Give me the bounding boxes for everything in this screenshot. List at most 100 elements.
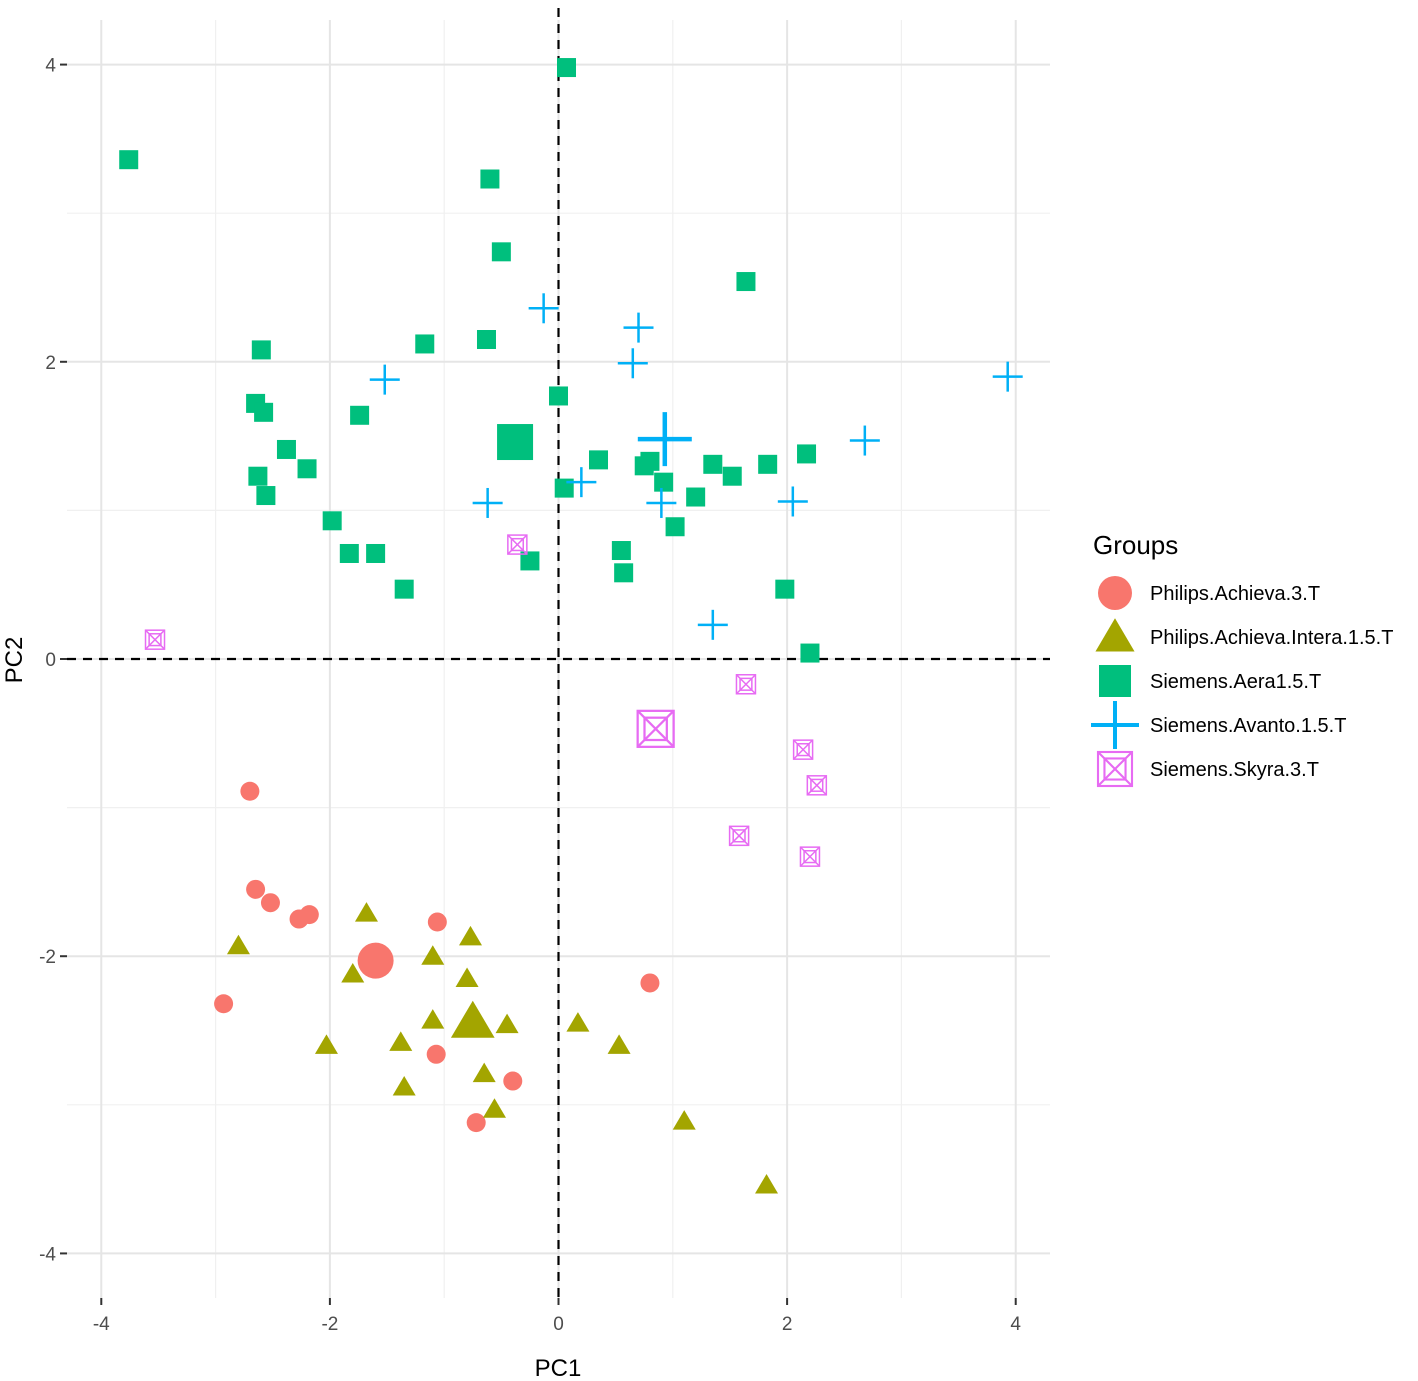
square-mark [251,340,271,360]
data-point [276,439,296,459]
square-cross-outer [799,846,821,867]
square-mark [654,472,674,492]
data-point [736,272,756,292]
data-point [686,487,706,507]
circle-mark [503,1071,523,1091]
circle-mark [260,893,280,913]
square-mark [248,466,268,486]
x-tick-label: 0 [553,1314,564,1335]
legend-label: Siemens.Avanto.1.5.T [1150,715,1346,737]
square-mark [665,517,685,537]
triangle-mark [566,1012,590,1032]
square-cross-inner [732,829,746,843]
data-point [427,912,447,932]
data-point [992,361,1023,392]
triangle-mark [755,1174,779,1194]
data-point [800,643,820,663]
square-cross-outer [1096,750,1134,788]
square-mark [322,511,342,531]
data-point [366,543,386,563]
data-point [623,312,654,343]
data-point [466,1113,486,1133]
legend-label: Philips.Achieva.3.T [1150,583,1320,605]
y-tick-label: 4 [45,56,56,77]
square-cross-inner [796,743,810,757]
data-point [528,293,559,324]
square-mark [549,386,568,406]
data-point [665,517,685,537]
square-cross-inner [803,850,817,864]
centroid-point [357,942,394,979]
square-mark [1099,665,1131,697]
zero-reference-lines [67,8,1050,1298]
centroid-point [637,412,692,467]
circle-mark [357,942,394,979]
square-cross-outer [507,534,528,555]
legend-key [1096,750,1134,788]
square-cross-inner [510,537,524,552]
data-point [520,551,540,571]
data-point [341,963,365,983]
circle-mark [427,912,447,932]
data-point [339,543,359,563]
legend-key [1091,701,1139,749]
square-cross-inner [148,633,162,647]
circle-mark [240,781,260,801]
square-mark [297,459,317,479]
data-point [654,472,674,492]
data-point [297,459,317,479]
x-tick-label: -4 [93,1314,110,1335]
data-point [246,879,266,899]
square-cross-outer [792,739,814,760]
triangle-mark [458,925,482,946]
data-point [394,579,414,599]
data-point [392,1075,416,1096]
centroid-point [497,424,534,461]
data-point [369,364,400,395]
data-point [640,451,660,471]
data-point [775,579,795,599]
data-point [617,348,648,379]
square-mark [254,402,274,422]
square-mark [366,543,386,563]
data-point [495,1013,519,1034]
data-point [260,893,280,913]
circle-mark [246,879,266,899]
x-axis-title: PC1 [535,1355,582,1381]
data-point [758,454,778,474]
data-point [728,825,750,847]
data-point [557,58,577,78]
circle-mark [426,1044,446,1064]
square-mark [611,541,631,561]
legend-label: Siemens.Aera1.5.T [1150,671,1321,693]
data-point [799,846,821,867]
data-point [251,340,271,360]
square-mark [119,150,139,170]
triangle-mark [1095,618,1135,652]
y-tick-label: -4 [39,1244,56,1265]
triangle-mark [472,1062,496,1083]
legend-item: Siemens.Avanto.1.5.T [1091,701,1346,749]
data-point [389,1031,413,1051]
y-tick-label: -2 [39,947,56,968]
square-cross-inner [810,778,824,792]
legend-item: Siemens.Aera1.5.T [1099,665,1321,697]
data-point [256,486,276,506]
legend-item: Siemens.Skyra.3.T [1096,750,1319,788]
triangle-mark [495,1013,519,1034]
data-point [240,781,260,801]
data-point [797,444,817,464]
data-point [792,739,814,760]
data-point [646,487,677,518]
data-point [254,402,274,422]
triangle-mark [450,1000,495,1038]
data-point [226,934,250,955]
data-point [472,487,503,518]
triangle-mark [421,1009,445,1029]
legend-key [1099,665,1131,697]
data-point [491,242,511,262]
square-cross-outer [728,825,750,847]
triangle-mark [455,967,479,987]
data-point [607,1034,631,1054]
legend-key [1098,576,1132,610]
